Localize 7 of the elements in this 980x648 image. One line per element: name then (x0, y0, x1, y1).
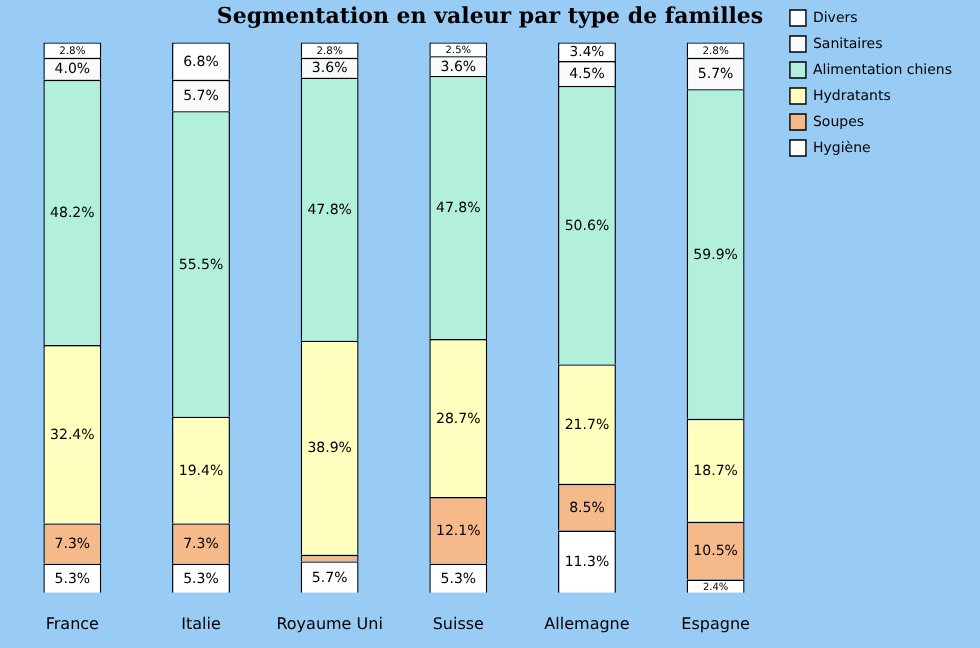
x-tick-label: Royaume Uni (276, 614, 383, 633)
x-tick-label: Italie (181, 614, 221, 633)
x-tick-label: France (45, 614, 100, 633)
chart-title: Segmentation en valeur par type de familles (216, 2, 764, 29)
x-tick-label: Allemagne (544, 614, 630, 633)
x-tick-label: Espagne (681, 614, 751, 633)
x-tick-label: Suisse (432, 614, 485, 633)
